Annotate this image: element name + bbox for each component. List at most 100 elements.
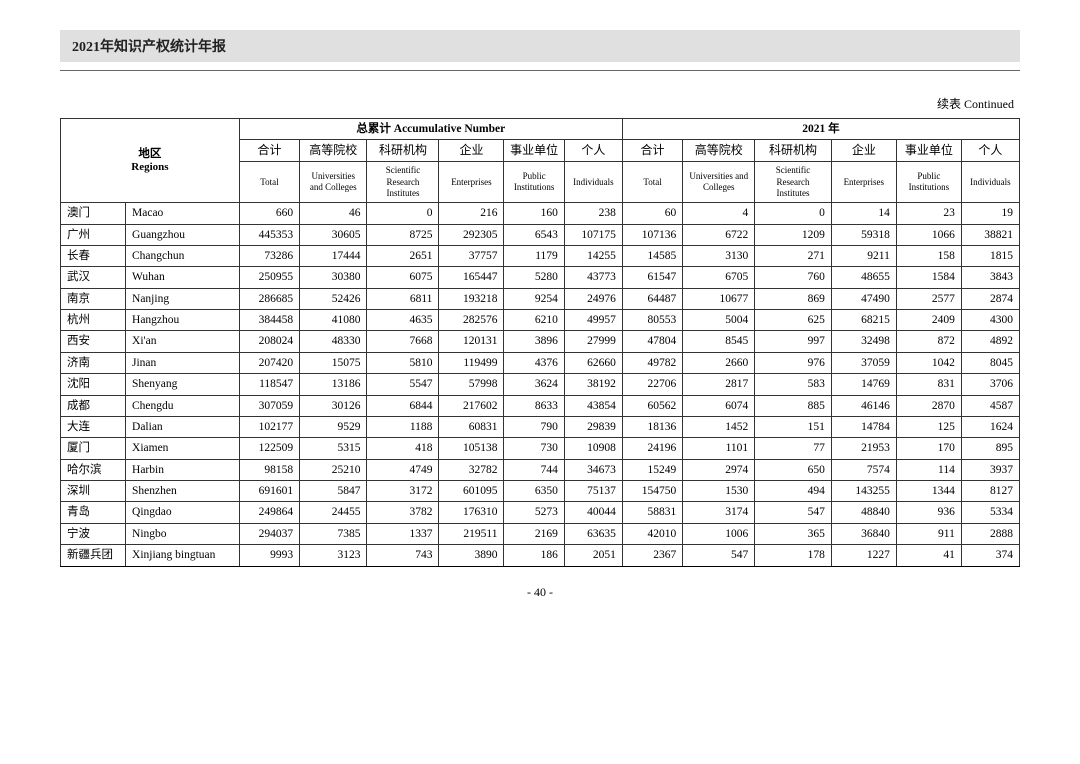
table-body: 澳门Macao6604602161602386040142319广州Guangz… — [61, 203, 1020, 566]
data-cell: 2874 — [961, 288, 1019, 309]
col-ent-en: Enterprises — [831, 162, 896, 203]
table-row: 澳门Macao6604602161602386040142319 — [61, 203, 1020, 224]
data-cell: 122509 — [239, 438, 299, 459]
region-name-en: Guangzhou — [126, 224, 240, 245]
data-cell: 250955 — [239, 267, 299, 288]
region-name-en: Shenzhen — [126, 481, 240, 502]
region-name-en: Shenyang — [126, 374, 240, 395]
col-research-cn: 科研机构 — [367, 140, 439, 162]
data-cell: 186 — [504, 545, 564, 566]
data-cell: 46146 — [831, 395, 896, 416]
table-row: 哈尔滨Harbin9815825210474932782744346731524… — [61, 459, 1020, 480]
region-name-cn: 济南 — [61, 352, 126, 373]
data-cell: 4300 — [961, 310, 1019, 331]
table-row: 武汉Wuhan250955303806075165447528043773615… — [61, 267, 1020, 288]
data-cell: 744 — [504, 459, 564, 480]
data-cell: 8545 — [683, 331, 755, 352]
col-univ-cn: 高等院校 — [300, 140, 367, 162]
region-name-cn: 杭州 — [61, 310, 126, 331]
data-cell: 1066 — [896, 224, 961, 245]
region-name-en: Xi'an — [126, 331, 240, 352]
data-cell: 2651 — [367, 245, 439, 266]
data-cell: 217602 — [439, 395, 504, 416]
table-row: 新疆兵团Xinjiang bingtuan9993312374338901862… — [61, 545, 1020, 566]
data-cell: 38821 — [961, 224, 1019, 245]
data-cell: 997 — [755, 331, 832, 352]
col-total-en: Total — [239, 162, 299, 203]
data-cell: 165447 — [439, 267, 504, 288]
data-cell: 3706 — [961, 374, 1019, 395]
region-name-en: Qingdao — [126, 502, 240, 523]
data-cell: 18136 — [622, 416, 682, 437]
data-cell: 286685 — [239, 288, 299, 309]
data-cell: 5280 — [504, 267, 564, 288]
data-cell: 625 — [755, 310, 832, 331]
data-cell: 19 — [961, 203, 1019, 224]
data-cell: 4587 — [961, 395, 1019, 416]
col-pub-en: Public Institutions — [896, 162, 961, 203]
region-name-en: Dalian — [126, 416, 240, 437]
data-cell: 60 — [622, 203, 682, 224]
table-row: 南京Nanjing2866855242668111932189254249766… — [61, 288, 1020, 309]
data-cell: 37757 — [439, 245, 504, 266]
data-cell: 3130 — [683, 245, 755, 266]
data-cell: 118547 — [239, 374, 299, 395]
data-cell: 30605 — [300, 224, 367, 245]
table-row: 大连Dalian10217795291188608317902983918136… — [61, 416, 1020, 437]
col-ent-cn: 企业 — [439, 140, 504, 162]
data-cell: 1101 — [683, 438, 755, 459]
data-cell: 52426 — [300, 288, 367, 309]
data-cell: 46 — [300, 203, 367, 224]
data-cell: 38192 — [564, 374, 622, 395]
data-cell: 6705 — [683, 267, 755, 288]
region-name-cn: 宁波 — [61, 523, 126, 544]
table-row: 青岛Qingdao2498642445537821763105273400445… — [61, 502, 1020, 523]
data-cell: 1227 — [831, 545, 896, 566]
data-cell: 24455 — [300, 502, 367, 523]
region-name-en: Ningbo — [126, 523, 240, 544]
col-total-cn: 合计 — [239, 140, 299, 162]
data-cell: 15075 — [300, 352, 367, 373]
data-cell: 22706 — [622, 374, 682, 395]
col-univ-cn: 高等院校 — [683, 140, 755, 162]
data-cell: 6350 — [504, 481, 564, 502]
data-cell: 3624 — [504, 374, 564, 395]
data-cell: 3843 — [961, 267, 1019, 288]
data-cell: 17444 — [300, 245, 367, 266]
data-cell: 15249 — [622, 459, 682, 480]
data-cell: 4376 — [504, 352, 564, 373]
region-name-cn: 武汉 — [61, 267, 126, 288]
data-cell: 41080 — [300, 310, 367, 331]
region-name-cn: 大连 — [61, 416, 126, 437]
data-cell: 9529 — [300, 416, 367, 437]
data-cell: 976 — [755, 352, 832, 373]
data-cell: 8633 — [504, 395, 564, 416]
data-cell: 24976 — [564, 288, 622, 309]
region-name-cn: 哈尔滨 — [61, 459, 126, 480]
table-row: 长春Changchun73286174442651377571179142551… — [61, 245, 1020, 266]
header-region: 地区 Regions — [61, 119, 240, 203]
data-cell: 34673 — [564, 459, 622, 480]
data-cell: 13186 — [300, 374, 367, 395]
col-total-cn: 合计 — [622, 140, 682, 162]
data-cell: 10908 — [564, 438, 622, 459]
data-cell: 193218 — [439, 288, 504, 309]
data-cell: 60562 — [622, 395, 682, 416]
col-ind-cn: 个人 — [564, 140, 622, 162]
page-number: - 40 - — [60, 585, 1020, 600]
data-cell: 14255 — [564, 245, 622, 266]
data-cell: 57998 — [439, 374, 504, 395]
col-pub-en: Public Institutions — [504, 162, 564, 203]
data-cell: 1624 — [961, 416, 1019, 437]
data-cell: 8127 — [961, 481, 1019, 502]
data-cell: 73286 — [239, 245, 299, 266]
document-page: 2021年知识产权统计年报 续表 Continued 地区 Regions 总累… — [0, 0, 1080, 620]
region-name-en: Macao — [126, 203, 240, 224]
col-pub-cn: 事业单位 — [504, 140, 564, 162]
data-cell: 219511 — [439, 523, 504, 544]
region-name-en: Changchun — [126, 245, 240, 266]
data-cell: 32782 — [439, 459, 504, 480]
data-cell: 1006 — [683, 523, 755, 544]
data-cell: 29839 — [564, 416, 622, 437]
header-accumulative: 总累计 Accumulative Number — [239, 119, 622, 140]
